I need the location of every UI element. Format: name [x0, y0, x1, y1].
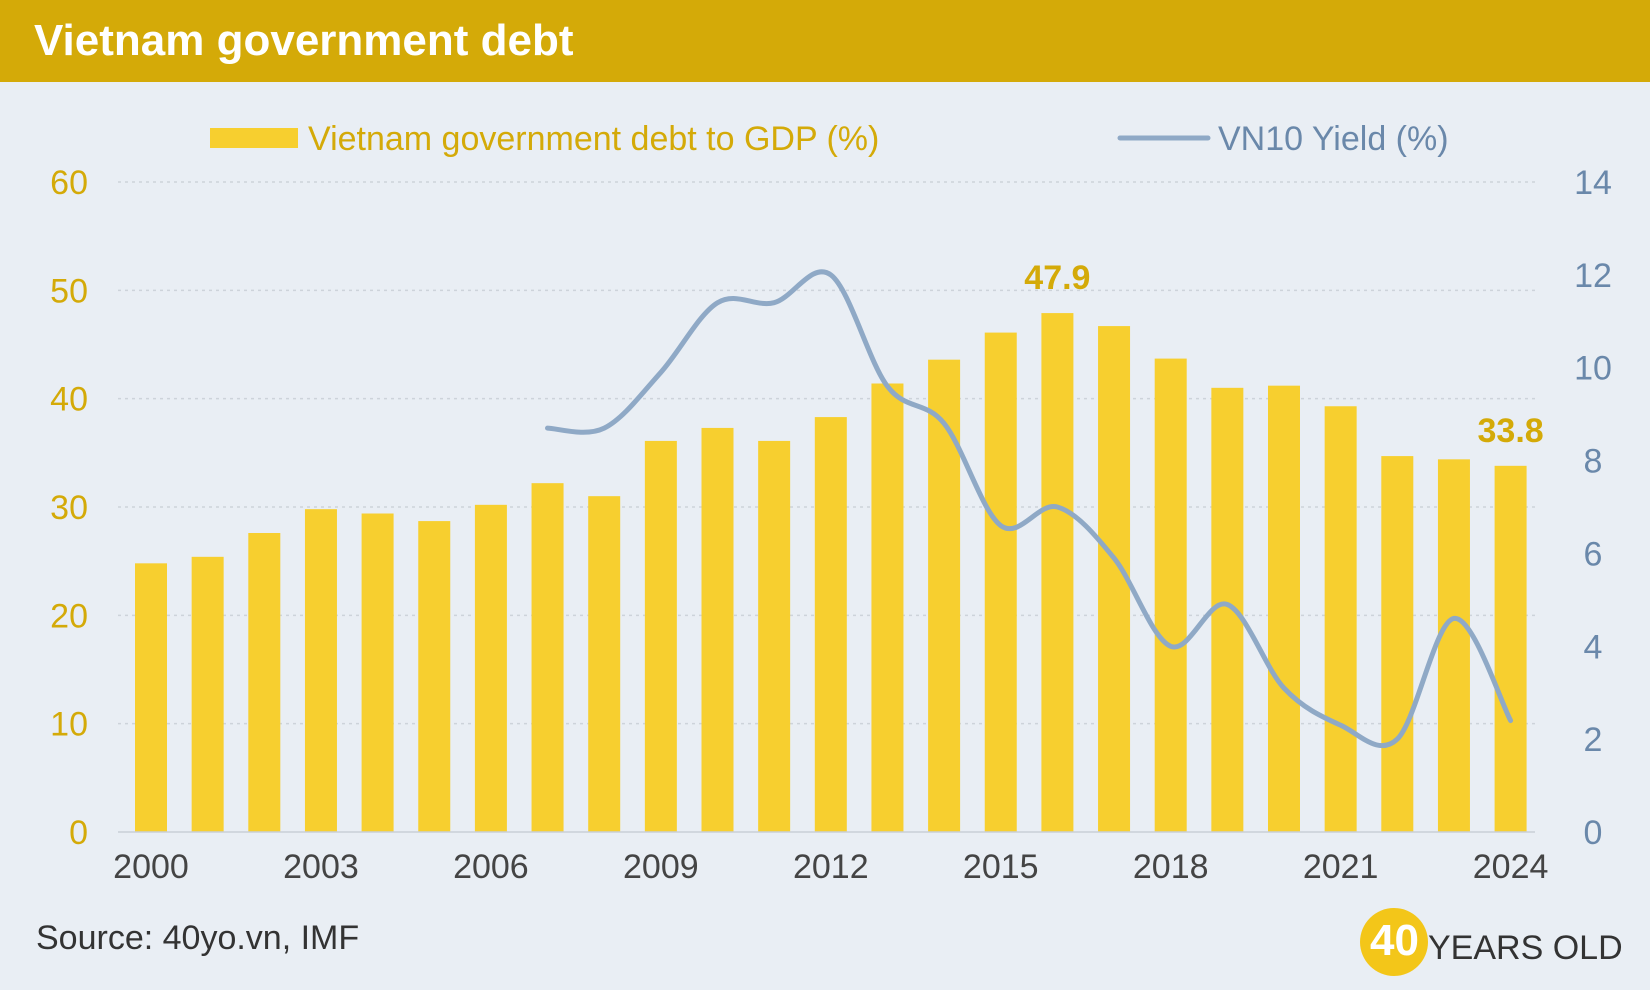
bar [814, 417, 847, 832]
y-right-tick-label: 0 [1584, 814, 1603, 852]
brand-logo: 40 YEARS OLD [1360, 906, 1623, 982]
bar [191, 556, 224, 832]
bar [361, 513, 394, 832]
x-tick-label: 2024 [1473, 848, 1549, 886]
y-right-tick-label: 12 [1574, 257, 1612, 295]
bar [1381, 456, 1414, 832]
y-right-tick-label: 8 [1584, 443, 1603, 481]
legend-label-debt: Vietnam government debt to GDP (%) [308, 120, 879, 158]
x-tick-label: 2015 [963, 848, 1039, 886]
title-bar: Vietnam government debt [0, 0, 1650, 82]
data-label: 47.9 [1024, 259, 1090, 297]
bar [928, 359, 961, 832]
y-right-tick-label: 2 [1584, 721, 1603, 759]
y-right-tick-label: 10 [1574, 350, 1612, 388]
bar [474, 504, 507, 832]
y-right-tick-label: 6 [1584, 535, 1603, 573]
bar [1437, 459, 1470, 832]
y-left-tick-label: 60 [50, 164, 88, 202]
bar [871, 383, 904, 832]
y-left-tick-label: 40 [50, 381, 88, 419]
combo-chart: 0 10 20 30 40 50 60 0 2 4 6 8 10 12 14 2000 2003 2006 2009… [50, 120, 1612, 886]
bar [758, 440, 791, 832]
bar [304, 509, 337, 832]
yield-line [545, 269, 1514, 749]
x-tick-label: 2018 [1133, 848, 1209, 886]
bar [644, 440, 677, 832]
legend-swatch-debt [210, 128, 298, 148]
brand-number: 40 [1370, 916, 1419, 965]
legend-label-yield: VN10 Yield (%) [1218, 120, 1449, 158]
bar [1154, 358, 1187, 832]
x-tick-label: 2012 [793, 848, 869, 886]
bar [588, 496, 621, 832]
y-left-tick-label: 50 [50, 272, 88, 310]
y-left-tick-label: 0 [69, 814, 88, 852]
x-tick-label: 2006 [453, 848, 529, 886]
y-right-tick-label: 4 [1584, 628, 1603, 666]
bar [1324, 406, 1357, 832]
brand-word: YEARS OLD [1428, 929, 1623, 967]
data-label: 33.8 [1478, 412, 1544, 450]
chart-title: Vietnam government debt [34, 16, 574, 65]
bar [248, 533, 281, 832]
source-note: Source: 40yo.vn, IMF [36, 919, 360, 957]
bar [701, 427, 734, 832]
y-right-tick-label: 14 [1574, 164, 1612, 202]
bar [1268, 385, 1300, 832]
bar [135, 563, 167, 832]
x-tick-label: 2009 [623, 848, 699, 886]
y-left-tick-label: 20 [50, 597, 88, 635]
y-left-tick-label: 10 [50, 706, 88, 744]
bar [531, 483, 564, 832]
y-left-tick-label: 30 [50, 489, 88, 527]
x-tick-label: 2021 [1303, 848, 1379, 886]
brand-badge [1360, 908, 1428, 976]
bar [418, 521, 451, 832]
bar [984, 332, 1017, 832]
bar [1494, 465, 1527, 832]
x-tick-label: 2003 [283, 848, 359, 886]
x-tick-label: 2000 [113, 848, 189, 886]
bar [1041, 313, 1074, 832]
